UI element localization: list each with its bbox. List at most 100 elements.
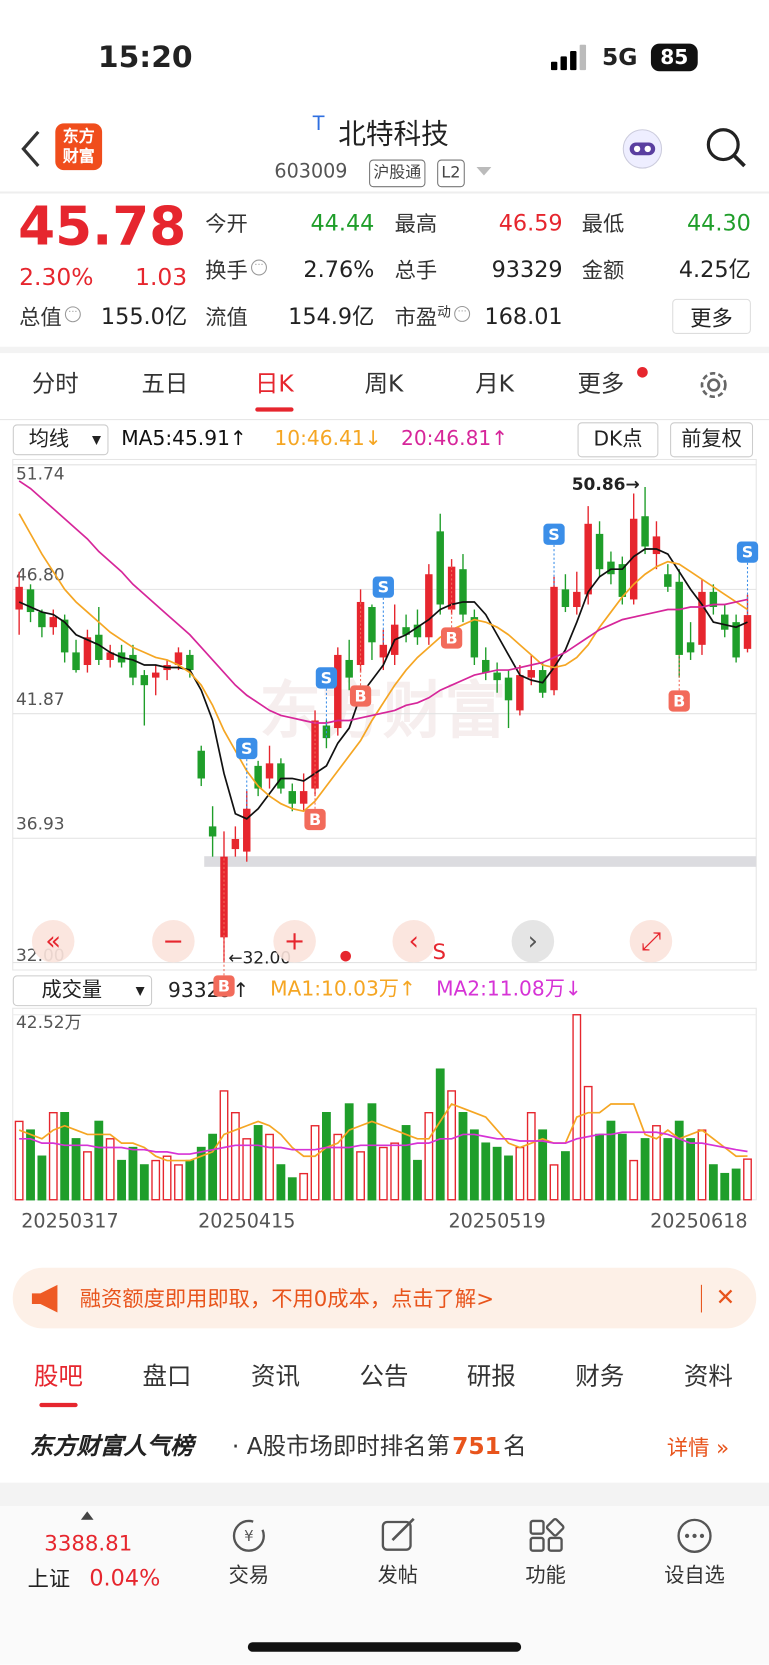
sub-tab[interactable]: 研报 [466, 1363, 516, 1391]
candle-body [26, 589, 35, 613]
dk-button[interactable]: DK点 [577, 422, 659, 458]
nav-label[interactable]: 交易 [228, 1564, 270, 1588]
info-icon[interactable]: ··· [251, 259, 267, 276]
sub-tab[interactable]: 股吧 [34, 1363, 83, 1391]
change-pct: 2.30% [19, 264, 94, 292]
logo[interactable]: 东方 财富 [55, 123, 103, 171]
stat-value: 46.59 [498, 210, 563, 236]
tag: L2 [437, 159, 465, 188]
period-tab[interactable]: 周K [364, 371, 404, 398]
volume-bar [83, 1151, 92, 1201]
signal-box [736, 541, 759, 563]
stat-sup: 动 [437, 304, 451, 321]
sub-tab[interactable]: 财务 [575, 1363, 625, 1391]
time: 15:20 [97, 39, 193, 75]
volume-bar [652, 1125, 661, 1201]
candle-body [288, 791, 296, 804]
chart-control[interactable]: − [152, 920, 195, 963]
signal-label: S [548, 525, 559, 544]
sub-tab[interactable]: 公告 [359, 1363, 409, 1391]
detail-text: 详情 [666, 1434, 710, 1461]
stat-label: 最低 [581, 210, 625, 237]
ma-line [18, 548, 748, 820]
legend-entry: MA1:10.03万↑ [270, 977, 416, 1001]
volume-bar [401, 1125, 411, 1201]
period-tab[interactable]: 日K [255, 371, 294, 398]
svg-text:¥: ¥ [244, 1527, 253, 1545]
stat-label: 换手 ··· [205, 259, 267, 281]
chart-control[interactable]: « [31, 920, 75, 963]
nav-label[interactable]: 设自选 [664, 1564, 725, 1588]
chart-control[interactable]: › [511, 920, 555, 963]
info-icon[interactable]: ··· [64, 306, 81, 323]
info-icon[interactable]: ··· [454, 305, 471, 322]
period-tab[interactable]: 分时 [31, 371, 79, 398]
search-icon[interactable] [704, 126, 749, 171]
ma-select[interactable]: 均线 ▼ [12, 424, 109, 456]
stock-name: 北特科技 [338, 119, 449, 152]
more-button[interactable]: 更多 [672, 298, 751, 334]
signal-box [372, 576, 394, 598]
candle-body [425, 574, 433, 638]
period-tab[interactable]: 月K [475, 371, 514, 398]
volume-select[interactable]: 成交量 ▼ [12, 975, 153, 1007]
chart-control[interactable]: ‹ [392, 920, 436, 963]
dropdown-icon[interactable] [476, 166, 492, 178]
battery: 85 [650, 43, 698, 72]
divider [0, 346, 769, 354]
x-tick-label: 20250415 [198, 1210, 295, 1233]
chart-control[interactable]: ⤢ [629, 920, 673, 963]
watchlist-icon[interactable] [673, 1517, 716, 1555]
function-icon[interactable] [525, 1517, 568, 1555]
adjust-button[interactable]: 前复权 [670, 422, 754, 458]
volume-bar [37, 1155, 47, 1201]
candle-body [550, 586, 558, 691]
sub-tab[interactable]: 资讯 [251, 1363, 300, 1391]
control-circle [31, 920, 75, 963]
close-button[interactable]: ✕ [715, 1284, 736, 1312]
ma-line [18, 480, 748, 724]
avatar[interactable] [619, 126, 666, 173]
volume-bar [208, 1133, 218, 1201]
rank-text: · A股市场即时排名第 751 名 [232, 1433, 527, 1461]
index-value[interactable]: 3388.81 [44, 1530, 133, 1557]
banner[interactable] [12, 1267, 757, 1329]
signal-box [440, 627, 463, 649]
nav-label[interactable]: 发帖 [377, 1564, 419, 1588]
period-tab[interactable]: 五日 [141, 371, 189, 398]
volume-bar [708, 1164, 718, 1201]
volume-bar [572, 1014, 582, 1201]
volume-bar [424, 1112, 434, 1201]
x-tick-label: 20250317 [21, 1210, 118, 1233]
candle-body [299, 791, 308, 804]
volume-bar [458, 1112, 468, 1201]
back-button[interactable] [17, 128, 45, 171]
volume-bar [14, 1120, 24, 1201]
volume-bar [367, 1103, 377, 1201]
up-icon [80, 1511, 94, 1520]
candle-body [470, 617, 479, 658]
candle-body [72, 652, 80, 671]
trade-icon[interactable]: ¥ [228, 1517, 271, 1555]
stat-label: 总手 [394, 257, 438, 283]
sub-tab[interactable]: 资料 [683, 1363, 733, 1391]
rank-suffix: 名 [503, 1433, 527, 1461]
nav-label[interactable]: 功能 [525, 1564, 566, 1588]
candle-body [413, 624, 422, 638]
candle-body [459, 569, 467, 615]
candle-body [345, 659, 353, 678]
signal-label: B [673, 692, 685, 711]
detail-link[interactable]: 详情 » [666, 1434, 730, 1461]
sub-tab[interactable]: 盘口 [142, 1363, 192, 1391]
period-tab[interactable]: 更多 [577, 371, 625, 398]
post-icon[interactable] [378, 1517, 421, 1555]
candle-body [254, 765, 262, 789]
stat-value: 2.76% [303, 256, 375, 283]
logo-line: 财富 [62, 146, 95, 166]
banner-text[interactable]: 融资额度即用即取，不用0成本，点击了解> [79, 1285, 495, 1312]
signal-label: S [241, 739, 252, 758]
chart-control[interactable]: + [273, 920, 316, 963]
settings-icon[interactable] [697, 368, 731, 402]
